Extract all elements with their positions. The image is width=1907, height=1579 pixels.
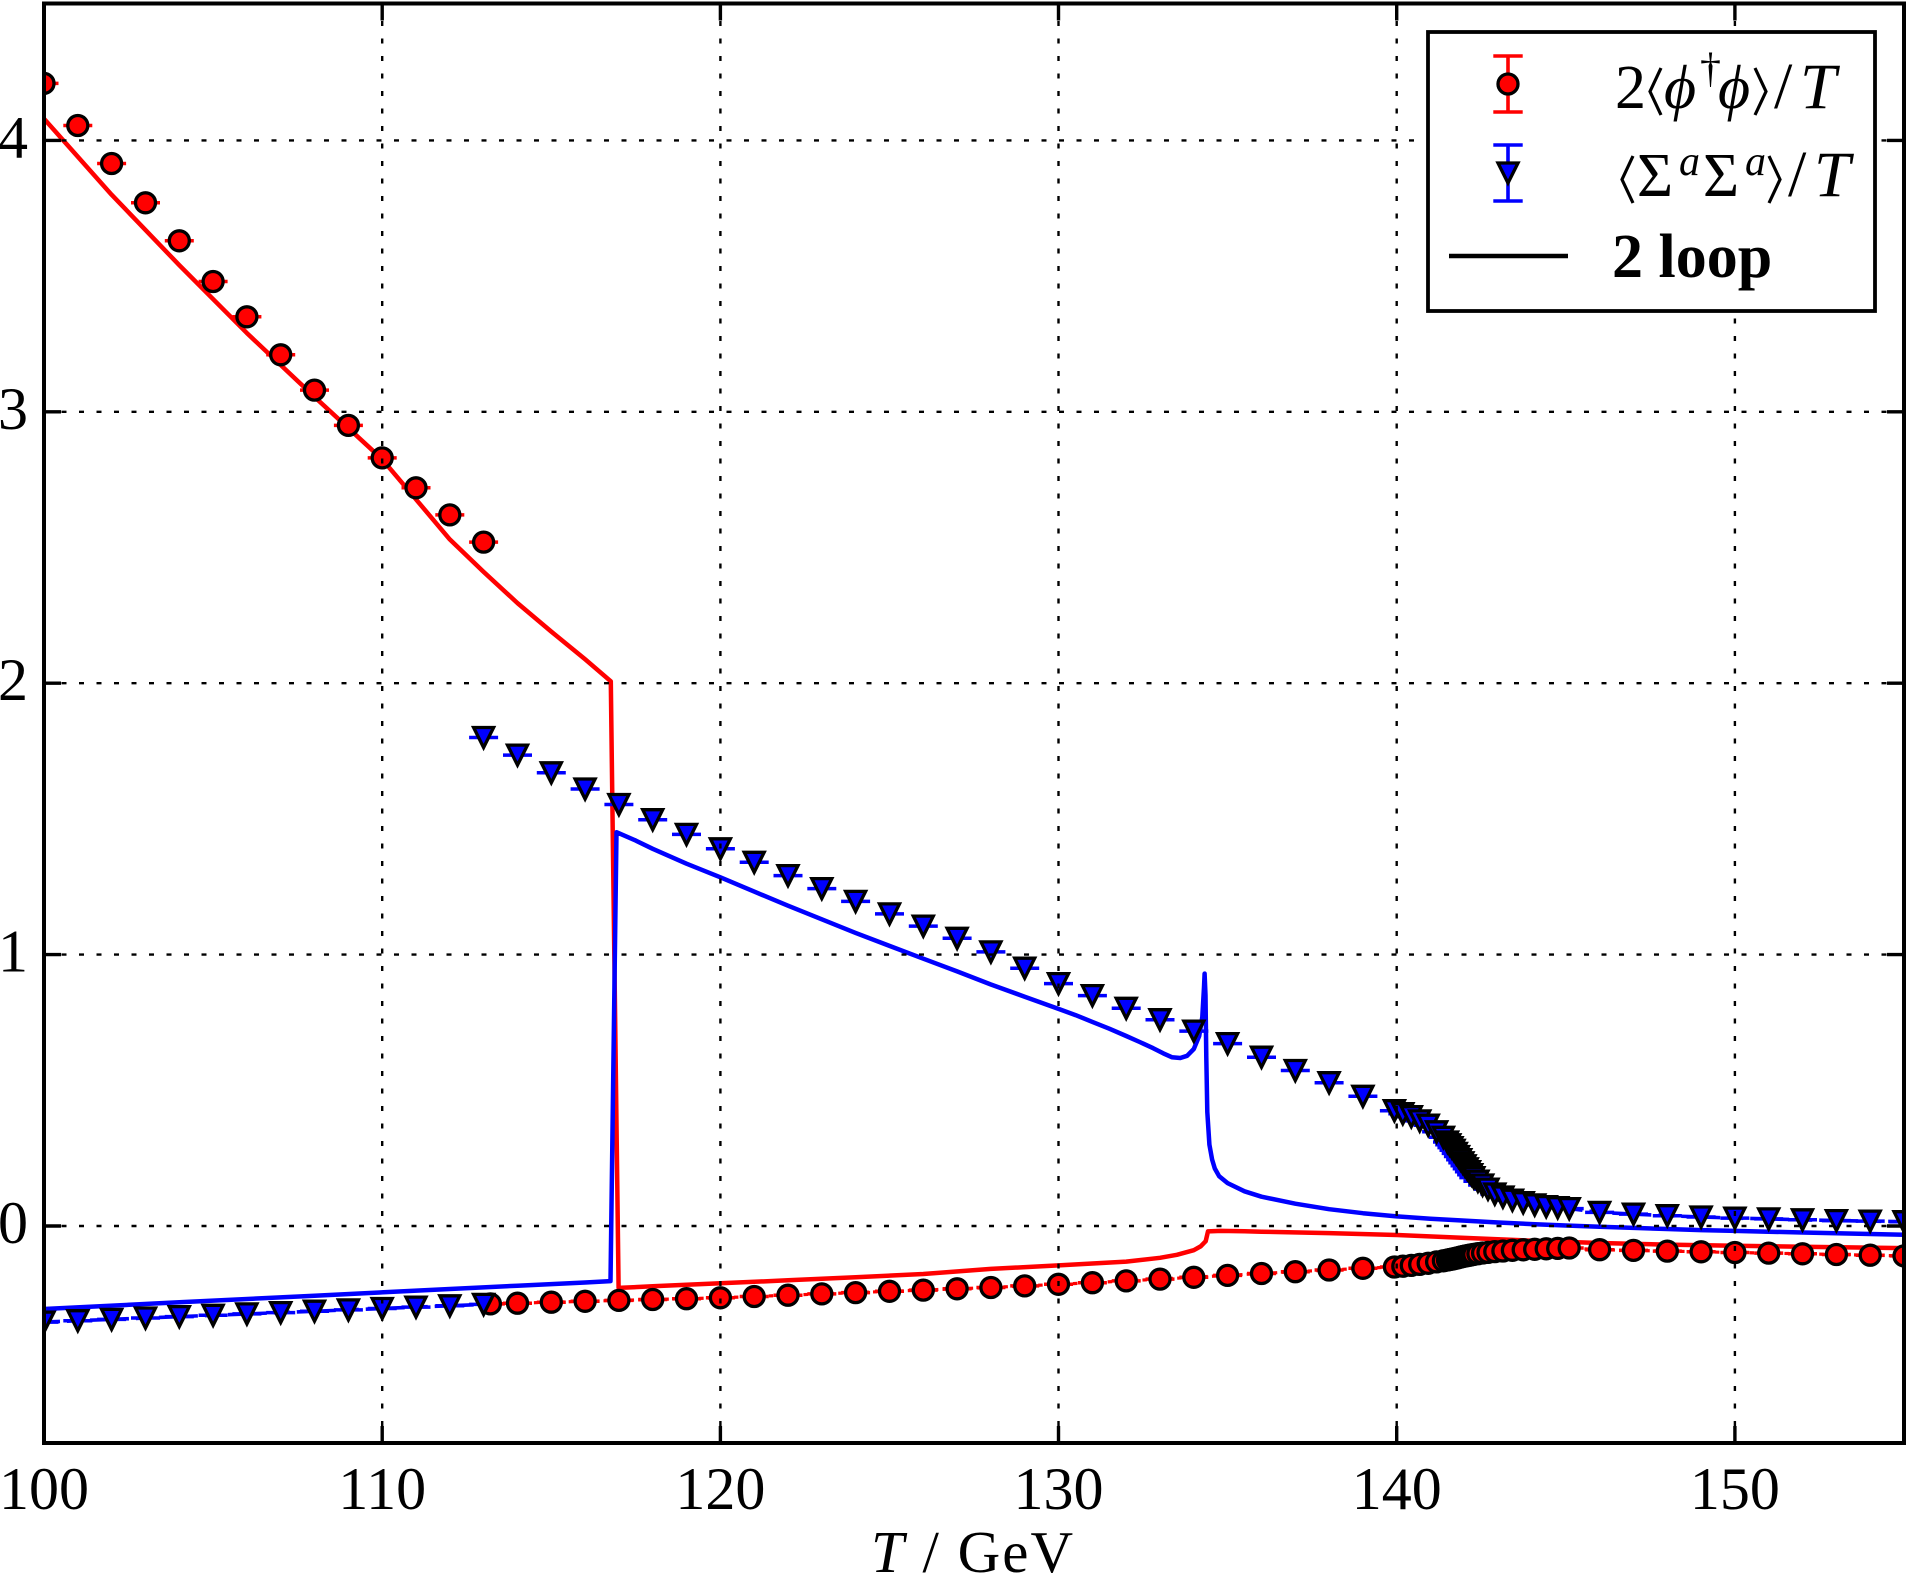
svg-text:/: / — [1788, 138, 1807, 211]
svg-text:4: 4 — [0, 104, 28, 170]
svg-text:Σ: Σ — [1637, 142, 1673, 210]
svg-text:140: 140 — [1352, 1456, 1442, 1522]
svg-text:150: 150 — [1690, 1456, 1780, 1522]
svg-text:110: 110 — [338, 1456, 426, 1522]
svg-text:2: 2 — [1615, 54, 1646, 122]
svg-text:T / GeV: T / GeV — [871, 1519, 1075, 1579]
svg-text:a: a — [1745, 139, 1766, 185]
svg-text:3: 3 — [0, 376, 28, 442]
svg-text:100: 100 — [0, 1456, 89, 1522]
svg-text:1: 1 — [0, 919, 28, 985]
svg-text:120: 120 — [675, 1456, 765, 1522]
svg-text:130: 130 — [1014, 1456, 1104, 1522]
svg-text:a: a — [1679, 139, 1700, 185]
svg-text:2 loop: 2 loop — [1612, 223, 1772, 291]
svg-text:†: † — [1700, 46, 1721, 92]
svg-text:2: 2 — [0, 647, 28, 713]
svg-text:Σ: Σ — [1703, 142, 1739, 210]
svg-text:ϕ: ϕ — [1664, 54, 1696, 122]
svg-text:ϕ: ϕ — [1718, 54, 1750, 122]
svg-text:T: T — [1814, 139, 1854, 211]
svg-text:/: / — [1774, 50, 1793, 123]
svg-text:0: 0 — [0, 1190, 28, 1256]
svg-text:T: T — [1800, 51, 1840, 123]
